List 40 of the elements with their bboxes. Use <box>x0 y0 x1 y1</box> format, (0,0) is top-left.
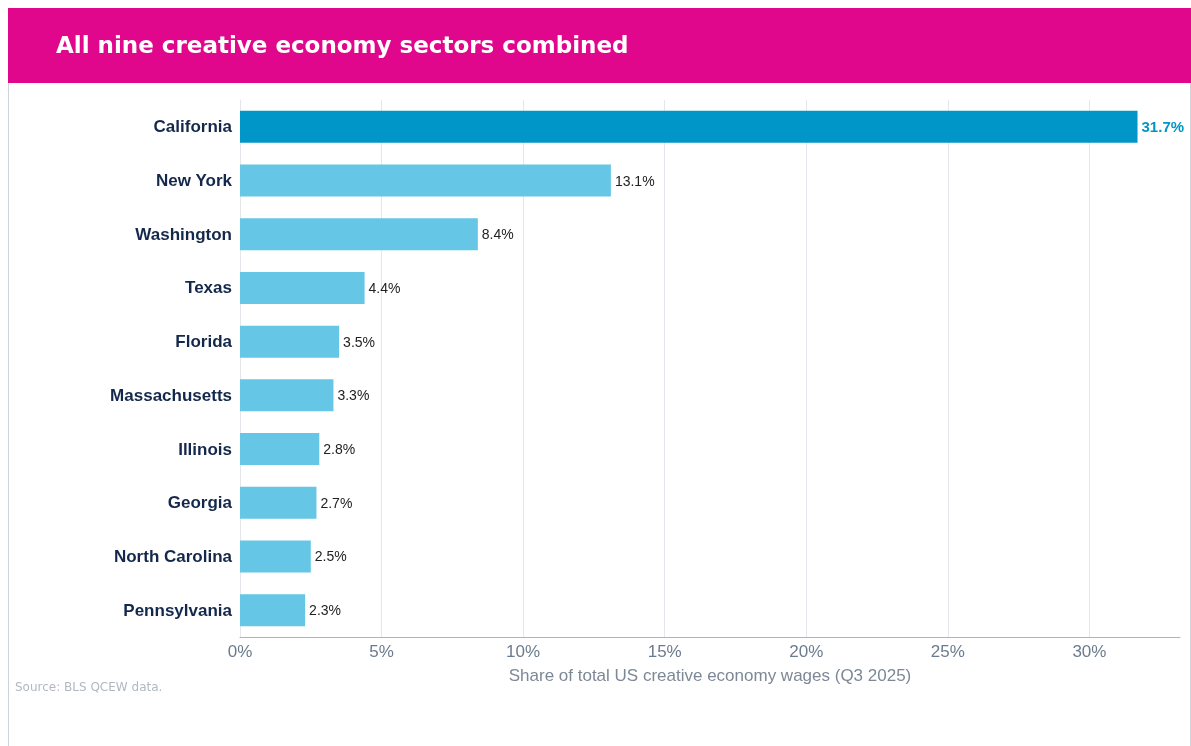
bar <box>240 325 340 358</box>
y-tick-label: North Carolina <box>113 546 233 566</box>
x-tick-label: 0% <box>227 642 253 661</box>
data-label: 2.5% <box>314 548 347 565</box>
data-label: 4.4% <box>368 279 401 296</box>
bar <box>240 110 1138 143</box>
data-label: 3.5% <box>343 333 376 350</box>
bar <box>240 486 317 519</box>
bar <box>240 540 311 573</box>
y-tick-label: Georgia <box>167 493 233 513</box>
data-label: 3.3% <box>337 387 370 404</box>
y-tick-label: Florida <box>175 332 233 352</box>
bar <box>240 164 611 197</box>
source-note: Source: BLS QCEW data. <box>15 680 163 694</box>
y-tick-label: Illinois <box>178 439 232 459</box>
x-axis-title: Share of total US creative economy wages (Q3 2025) <box>508 666 912 685</box>
data-label: 2.7% <box>320 494 353 511</box>
y-tick-label: New York <box>156 171 233 191</box>
y-tick-label: Washington <box>135 224 232 244</box>
x-tick-label: 30% <box>1072 642 1107 661</box>
x-tick-label: 5% <box>369 642 394 661</box>
bar <box>240 271 365 304</box>
x-tick-label: 20% <box>789 642 824 661</box>
data-label: 8.4% <box>481 226 514 243</box>
chart-title: All nine creative economy sectors combined <box>8 8 1191 83</box>
bar <box>240 594 306 627</box>
data-label: 2.3% <box>309 602 342 619</box>
x-tick-label: 10% <box>506 642 541 661</box>
y-tick-label: California <box>153 117 233 137</box>
x-tick-label: 25% <box>930 642 965 661</box>
data-label: 2.8% <box>323 441 356 458</box>
data-label: 13.1% <box>614 172 655 189</box>
bar <box>240 379 334 412</box>
bar <box>240 433 320 466</box>
bar <box>240 218 478 251</box>
y-tick-label: Texas <box>185 278 232 298</box>
data-label: 31.7% <box>1141 118 1185 136</box>
y-tick-label: Massachusetts <box>110 385 232 405</box>
y-tick-label: Pennsylvania <box>123 600 233 620</box>
x-tick-label: 15% <box>647 642 682 661</box>
